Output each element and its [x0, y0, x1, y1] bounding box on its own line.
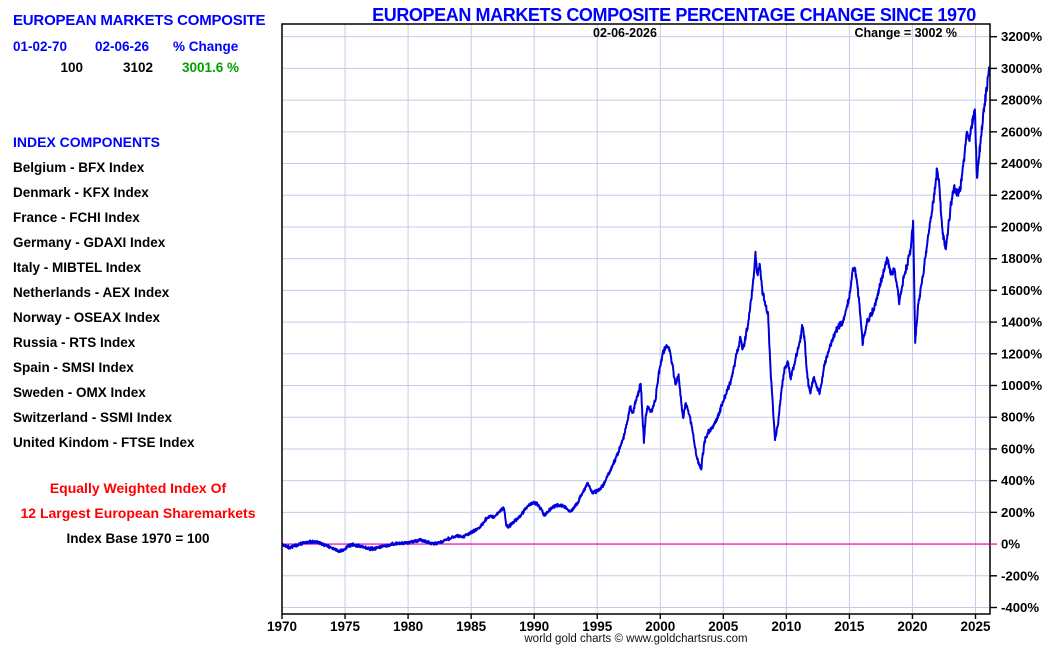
x-axis-labels: 1970 1975 1980 1985 1990 1995 2000 2005 2010 2015… — [267, 614, 991, 634]
y-tick-label: -200% — [1001, 568, 1039, 583]
y-tick-label: 2000% — [1001, 219, 1042, 234]
y-tick-label: 800% — [1001, 410, 1035, 425]
index-component-item: United Kindom - FTSE Index — [13, 435, 195, 450]
x-tick-label: 2015 — [834, 619, 865, 634]
index-component-item: Italy - MIBTEL Index — [13, 260, 142, 275]
y-tick-label: 2600% — [1001, 124, 1042, 139]
note-index-base: Index Base 1970 = 100 — [66, 531, 210, 546]
index-component-item: Denmark - KFX Index — [13, 185, 149, 200]
x-tick-label: 1990 — [519, 619, 549, 634]
start-value: 100 — [60, 60, 83, 75]
x-tick-label: 1975 — [330, 619, 361, 634]
index-components-heading: INDEX COMPONENTS — [13, 134, 161, 150]
index-component-item: Russia - RTS Index — [13, 335, 136, 350]
x-tick-label: 2010 — [771, 619, 801, 634]
note-equally-weighted: Equally Weighted Index Of — [49, 480, 227, 496]
index-component-item: Netherlands - AEX Index — [13, 285, 170, 300]
chart-change-annotation: Change = 3002 % — [854, 26, 957, 40]
y-tick-label: 1400% — [1001, 315, 1042, 330]
y-tick-label: 400% — [1001, 473, 1035, 488]
note-12-largest: 12 Largest European Sharemarkets — [20, 505, 256, 521]
index-component-item: Norway - OSEAX Index — [13, 310, 161, 325]
index-component-item: Switzerland - SSMI Index — [13, 410, 173, 425]
end-value: 3102 — [122, 60, 153, 75]
chart-caption: world gold charts © www.goldchartsrus.co… — [524, 633, 748, 645]
x-tick-label: 2005 — [708, 619, 739, 634]
x-tick-label: 2025 — [960, 619, 991, 634]
y-tick-label: 3200% — [1001, 29, 1042, 44]
index-component-item: France - FCHI Index — [13, 210, 140, 225]
chart-grid — [282, 24, 990, 614]
chart-title: EUROPEAN MARKETS COMPOSITE PERCENTAGE CH… — [372, 5, 976, 25]
chart-date-annotation: 02-06-2026 — [593, 26, 657, 40]
percent-change-value: 3001.6 % — [182, 60, 240, 75]
y-tick-label: 1000% — [1001, 378, 1042, 393]
y-tick-label: 3000% — [1001, 61, 1042, 76]
y-tick-label: 0% — [1001, 537, 1020, 552]
y-tick-label: 1800% — [1001, 251, 1042, 266]
index-components-list: Belgium - BFX Index Denmark - KFX Index Fr… — [13, 155, 195, 455]
composite-series-line — [282, 66, 990, 554]
x-tick-label: 2020 — [897, 619, 927, 634]
plot-border — [281, 23, 991, 615]
y-tick-label: 1600% — [1001, 283, 1042, 298]
index-component-item: Germany - GDAXI Index — [13, 235, 166, 250]
y-tick-label: -400% — [1001, 600, 1039, 615]
y-tick-label: 600% — [1001, 441, 1035, 456]
panel-heading: EUROPEAN MARKETS COMPOSITE — [13, 12, 266, 29]
x-tick-label: 1995 — [582, 619, 613, 634]
index-component-item: Belgium - BFX Index — [13, 160, 145, 175]
index-component-item: Spain - SMSI Index — [13, 360, 134, 375]
x-tick-label: 1970 — [267, 619, 297, 634]
end-date-label: 02-06-26 — [95, 39, 150, 54]
x-tick-label: 1980 — [393, 619, 423, 634]
y-tick-label: 1200% — [1001, 346, 1042, 361]
y-tick-label: 2800% — [1001, 93, 1042, 108]
x-tick-label: 1985 — [456, 619, 487, 634]
y-tick-label: 2400% — [1001, 156, 1042, 171]
index-component-item: Sweden - OMX Index — [13, 385, 146, 400]
start-date-label: 01-02-70 — [13, 39, 68, 54]
y-axis-labels: -400% -200% 0% 200% 400% 600% 800% 1000% 1200% 14… — [990, 29, 1042, 615]
y-tick-label: 200% — [1001, 505, 1035, 520]
percent-change-label: % Change — [173, 39, 239, 54]
y-tick-label: 2200% — [1001, 188, 1042, 203]
x-tick-label: 2000 — [645, 619, 675, 634]
